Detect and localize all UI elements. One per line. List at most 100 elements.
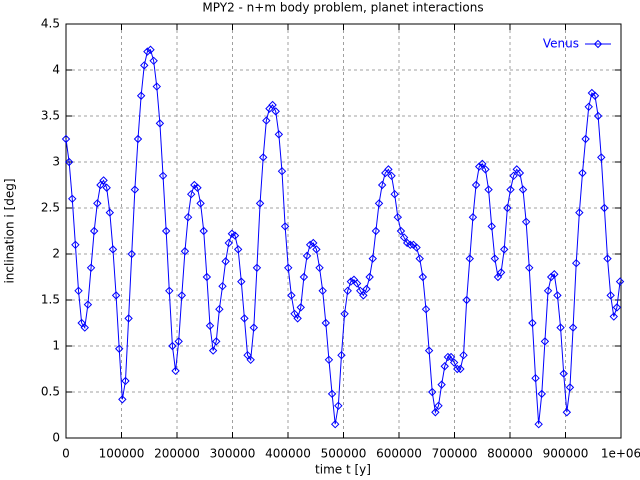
data-point (277, 166, 287, 176)
data-point (459, 350, 468, 360)
data-point (262, 116, 271, 125)
y-tick-label: 0 (52, 431, 60, 445)
data-point (258, 153, 268, 162)
data-point (86, 263, 96, 273)
data-point (202, 272, 212, 282)
data-point (327, 389, 337, 399)
x-tick-label: 1e+06 (601, 447, 640, 461)
data-point (578, 168, 587, 178)
data-point (384, 165, 393, 174)
data-point (550, 270, 559, 279)
data-point (600, 203, 609, 213)
data-point (180, 247, 190, 256)
data-point (528, 318, 537, 328)
data-point (93, 199, 102, 208)
data-point (111, 291, 121, 300)
data-point (249, 323, 259, 332)
data-point (612, 303, 622, 312)
data-point (221, 257, 230, 266)
data-point (143, 47, 152, 56)
x-tick-label: 300000 (210, 447, 256, 461)
y-tick-label: 0.5 (41, 385, 60, 399)
data-point (115, 344, 124, 353)
data-point (412, 243, 421, 252)
data-point (312, 245, 321, 254)
data-point (80, 323, 89, 332)
data-point (305, 240, 315, 250)
data-point (287, 291, 296, 300)
data-point (503, 203, 512, 213)
data-point (471, 180, 481, 190)
y-tick-label: 3 (52, 155, 60, 169)
data-point (318, 286, 327, 296)
data-point (321, 318, 331, 328)
data-point (337, 350, 346, 360)
data-point (506, 185, 515, 194)
data-point (255, 199, 265, 208)
data-point (96, 180, 105, 190)
data-point (161, 226, 171, 236)
data-point (556, 323, 565, 332)
data-point (64, 157, 74, 167)
data-point (590, 91, 600, 100)
data-point (118, 395, 127, 404)
data-point (478, 159, 487, 169)
data-point (212, 337, 221, 346)
y-axis-label: inclination i [deg] (3, 178, 17, 283)
data-point (68, 194, 77, 204)
y-tick-label: 1 (52, 339, 60, 353)
data-point (540, 337, 550, 346)
data-point (133, 134, 143, 144)
data-point (509, 171, 518, 181)
data-point (387, 171, 396, 181)
data-point (584, 102, 593, 112)
data-point (474, 162, 484, 171)
data-point (158, 171, 168, 181)
data-point (396, 226, 406, 236)
data-point (324, 355, 334, 365)
data-point (146, 45, 155, 54)
data-point (343, 286, 352, 296)
data-point (77, 318, 86, 328)
data-point (330, 419, 340, 429)
data-point (531, 373, 540, 383)
data-point (356, 286, 365, 296)
data-point (293, 314, 302, 323)
data-point (609, 312, 618, 321)
data-point (487, 222, 496, 231)
data-point (465, 254, 475, 263)
data-point (171, 366, 180, 376)
x-tick-label: 200000 (154, 447, 200, 461)
data-point (130, 185, 140, 194)
data-point (484, 185, 493, 194)
data-point (296, 303, 305, 312)
data-point (431, 408, 440, 417)
data-point (359, 291, 368, 300)
data-point (237, 277, 246, 286)
data-point (271, 107, 280, 116)
data-point (140, 61, 149, 70)
y-tick-label: 4 (52, 63, 60, 77)
data-point (440, 362, 449, 371)
data-point (274, 130, 284, 139)
data-point (74, 286, 83, 296)
data-point (177, 291, 187, 300)
data-point (61, 134, 71, 144)
data-point (230, 231, 240, 240)
data-point (500, 245, 509, 254)
data-point (437, 380, 446, 389)
data-point (572, 258, 581, 268)
data-point (240, 314, 249, 323)
x-tick-label: 900000 (543, 447, 589, 461)
chart-title: MPY2 - n+m body problem, planet interact… (202, 1, 483, 15)
data-point (290, 309, 299, 319)
data-point (315, 263, 324, 273)
data-point (105, 208, 115, 217)
data-point (418, 272, 428, 282)
data-point (393, 212, 403, 222)
x-tick-label: 0 (62, 447, 70, 461)
data-point (365, 272, 374, 282)
data-point (525, 263, 534, 273)
data-point (149, 56, 158, 66)
data-point (456, 364, 465, 374)
